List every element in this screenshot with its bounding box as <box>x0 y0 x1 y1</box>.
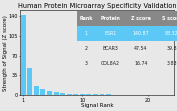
Bar <box>73 94 78 95</box>
Bar <box>47 91 52 95</box>
Bar <box>27 68 32 95</box>
Bar <box>34 86 39 95</box>
Text: 3.83: 3.83 <box>167 61 177 66</box>
Bar <box>86 94 91 95</box>
Bar <box>41 89 45 95</box>
X-axis label: Signal Rank: Signal Rank <box>81 103 113 108</box>
Y-axis label: Strength of Signal (Z score): Strength of Signal (Z score) <box>3 15 8 91</box>
Text: 3: 3 <box>84 61 87 66</box>
Text: S score: S score <box>162 16 177 21</box>
Text: 39.8: 39.8 <box>167 46 177 51</box>
Text: 2: 2 <box>84 46 87 51</box>
Bar <box>99 94 104 95</box>
FancyBboxPatch shape <box>77 11 177 26</box>
Bar <box>54 92 59 95</box>
Title: Human Protein Microarray Specificity Validation: Human Protein Microarray Specificity Val… <box>18 3 176 9</box>
Text: 140.87: 140.87 <box>133 31 149 36</box>
Text: BCAR3: BCAR3 <box>102 46 118 51</box>
Bar <box>80 94 85 95</box>
Text: Rank: Rank <box>79 16 93 21</box>
FancyBboxPatch shape <box>77 26 177 41</box>
Bar <box>106 94 111 95</box>
Text: ESR1: ESR1 <box>104 31 116 36</box>
Bar <box>93 94 98 95</box>
Text: 47.54: 47.54 <box>134 46 148 51</box>
Bar <box>21 15 26 95</box>
Text: COL8A2: COL8A2 <box>101 61 120 66</box>
Text: Z score: Z score <box>131 16 151 21</box>
Text: Protein: Protein <box>100 16 120 21</box>
Text: 83.32: 83.32 <box>165 31 177 36</box>
Bar <box>67 94 72 95</box>
Bar <box>60 93 65 95</box>
Text: 1: 1 <box>84 31 87 36</box>
Text: 16.74: 16.74 <box>134 61 148 66</box>
